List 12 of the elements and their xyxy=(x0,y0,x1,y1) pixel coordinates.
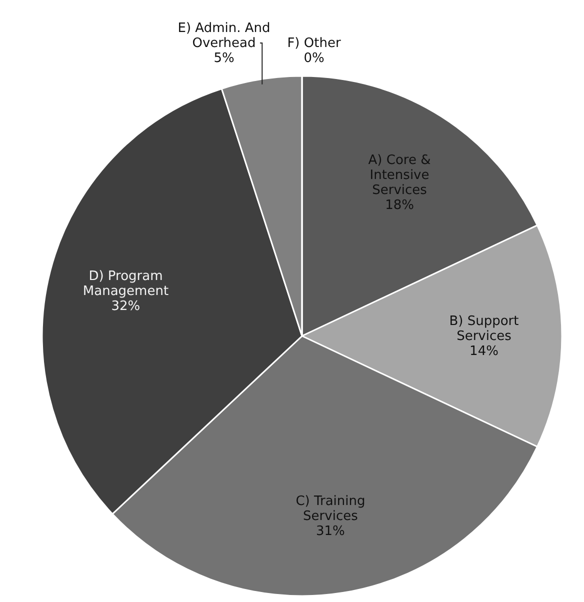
slice-label: E) Admin. And Overhead xyxy=(178,21,270,51)
slice-label: B) Support Services xyxy=(449,314,519,344)
data-label: 5% xyxy=(214,51,234,66)
slice-label: C) Training Services xyxy=(296,494,366,524)
slice-label: D) Program Management xyxy=(82,268,169,299)
category-label: F) Other xyxy=(287,36,341,51)
data-label: 14% xyxy=(470,344,498,359)
data-label: 18% xyxy=(385,198,414,213)
data-label: 31% xyxy=(316,524,345,539)
slice-label: A) Core & Intensive Services xyxy=(368,152,431,198)
text: 0% xyxy=(304,51,324,66)
data-label: 32% xyxy=(111,298,140,314)
